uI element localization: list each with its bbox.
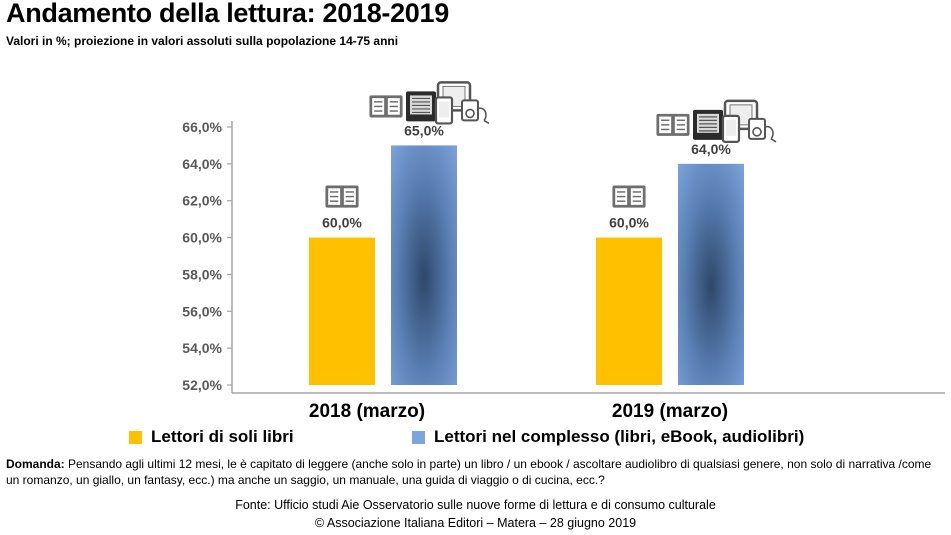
smartphone-icon	[434, 96, 454, 125]
bar-total-readers	[678, 163, 744, 385]
bar-value-label: 64,0%	[691, 141, 731, 157]
bar-value-label: 60,0%	[322, 215, 362, 231]
legend-swatch-books	[129, 430, 142, 444]
copyright-note: © Associazione Italiana Editori – Matera…	[314, 516, 637, 530]
bar-books-only	[596, 237, 662, 385]
bar-chart: 52,0% 54,0% 56,0% 58,0% 60,0% 62,0% 64,0% 66,0%…	[182, 81, 945, 422]
question-label: Domanda:	[6, 457, 65, 471]
chart-subtitle: Valori in %; proiezione in valori assolu…	[6, 34, 399, 48]
y-tick-label: 56,0%	[182, 303, 222, 319]
y-tick-label: 60,0%	[182, 230, 222, 246]
bar-value-label: 65,0%	[404, 122, 444, 138]
book-icon	[369, 95, 403, 118]
y-tick-label: 54,0%	[182, 340, 222, 356]
survey-question: Domanda: Pensando agli ultimi 12 mesi, l…	[6, 456, 946, 488]
legend-item-total: Lettori nel complesso (libri, eBook, aud…	[412, 427, 804, 447]
y-tick-label: 62,0%	[182, 193, 222, 209]
y-tick-label: 52,0%	[182, 377, 222, 393]
audio-player-icon	[748, 117, 777, 143]
bar-value-label: 60,0%	[609, 215, 649, 231]
chart-title: Andamento della lettura: 2018-2019	[6, 0, 449, 28]
bar-total-readers	[391, 145, 457, 385]
audio-player-icon	[461, 99, 490, 125]
bar-books-only	[309, 237, 375, 385]
ebook-reader-icon	[693, 109, 723, 140]
y-tick-label: 64,0%	[182, 156, 222, 172]
source-note: Fonte: Ufficio studi Aie Osservatorio su…	[235, 498, 716, 512]
x-category-label: 2019 (marzo)	[612, 401, 728, 422]
y-tick-label: 66,0%	[182, 119, 222, 135]
ebook-reader-icon	[406, 91, 436, 122]
book-icon	[656, 113, 690, 136]
legend-label-total: Lettori nel complesso (libri, eBook, aud…	[434, 427, 805, 446]
book-icon	[612, 185, 646, 208]
legend: Lettori di soli libri Lettori nel comple…	[0, 427, 951, 451]
x-category-label: 2018 (marzo)	[309, 401, 425, 422]
book-icon	[325, 185, 359, 208]
legend-item-books: Lettori di soli libri	[129, 427, 294, 447]
legend-label-books: Lettori di soli libri	[151, 427, 294, 446]
smartphone-icon	[721, 114, 741, 143]
legend-swatch-total	[412, 430, 425, 444]
question-text: Pensando agli ultimi 12 mesi, le è capit…	[6, 457, 932, 487]
y-tick-label: 58,0%	[182, 266, 222, 282]
